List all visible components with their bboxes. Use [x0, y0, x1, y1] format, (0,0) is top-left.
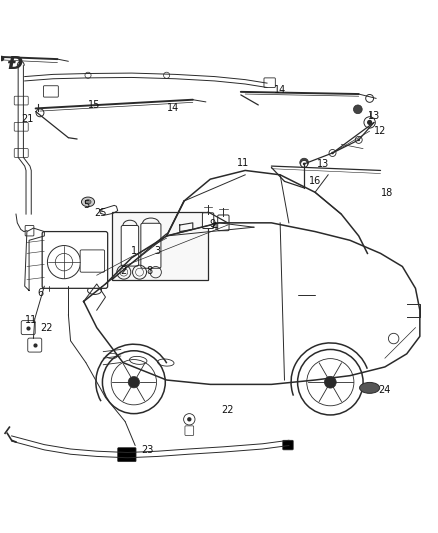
Circle shape — [367, 120, 372, 125]
Text: 4: 4 — [212, 222, 218, 232]
FancyBboxPatch shape — [118, 448, 136, 462]
Text: 14: 14 — [274, 85, 286, 95]
Text: 11: 11 — [237, 158, 249, 167]
FancyBboxPatch shape — [218, 215, 229, 231]
Text: 14: 14 — [167, 103, 179, 113]
Ellipse shape — [81, 197, 95, 207]
Text: 11: 11 — [25, 315, 37, 325]
Circle shape — [128, 376, 140, 388]
FancyBboxPatch shape — [121, 225, 139, 266]
Circle shape — [366, 94, 374, 102]
Text: 1: 1 — [131, 246, 137, 256]
FancyBboxPatch shape — [283, 440, 293, 450]
Circle shape — [303, 163, 305, 165]
Text: 3: 3 — [155, 246, 161, 256]
Circle shape — [353, 105, 362, 114]
Circle shape — [329, 149, 336, 157]
Circle shape — [187, 417, 191, 422]
Text: 23: 23 — [141, 445, 153, 455]
Ellipse shape — [360, 382, 380, 393]
Text: 22: 22 — [222, 405, 234, 415]
Text: 12: 12 — [374, 126, 387, 136]
Circle shape — [355, 136, 362, 143]
Text: 21: 21 — [21, 114, 34, 124]
FancyBboxPatch shape — [141, 223, 161, 268]
Text: 24: 24 — [378, 385, 390, 394]
Circle shape — [300, 158, 308, 167]
Circle shape — [325, 376, 336, 388]
Circle shape — [357, 139, 360, 141]
Text: 15: 15 — [88, 100, 101, 110]
Circle shape — [364, 117, 375, 128]
Text: 22: 22 — [40, 324, 53, 334]
Text: Ð: Ð — [7, 55, 22, 72]
Text: 8: 8 — [146, 266, 152, 276]
Text: 25: 25 — [94, 208, 106, 218]
Text: 6: 6 — [37, 288, 43, 298]
Text: 9: 9 — [209, 219, 215, 229]
FancyBboxPatch shape — [112, 212, 208, 280]
Circle shape — [300, 160, 307, 167]
Circle shape — [331, 152, 334, 154]
Text: 16: 16 — [309, 176, 321, 187]
FancyBboxPatch shape — [202, 213, 214, 229]
Text: 2: 2 — [120, 266, 126, 276]
Text: 13: 13 — [317, 159, 329, 169]
Text: 13: 13 — [368, 111, 380, 121]
Text: 18: 18 — [381, 188, 393, 198]
Circle shape — [36, 109, 44, 117]
Ellipse shape — [85, 200, 91, 204]
FancyBboxPatch shape — [80, 250, 105, 272]
FancyBboxPatch shape — [42, 231, 108, 288]
Text: 5: 5 — [83, 200, 89, 211]
